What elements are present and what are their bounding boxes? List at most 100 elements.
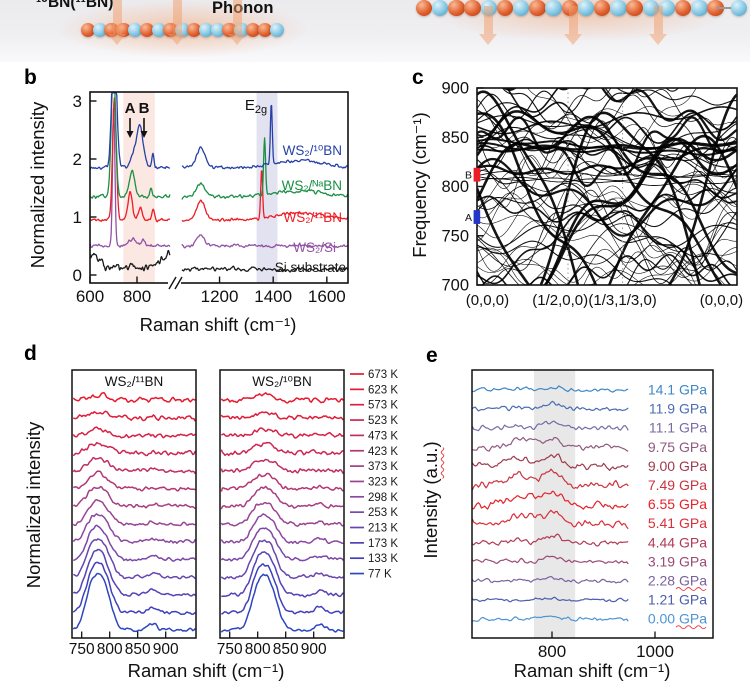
spectrum-573-k <box>221 427 344 439</box>
legend-item-298-k: 298 K <box>368 492 398 504</box>
orange-atom <box>707 0 724 17</box>
x-tick: 850 <box>273 641 299 658</box>
blue-atom <box>432 0 449 17</box>
spellcheck-squiggle <box>675 587 707 591</box>
legend-item-77-k: 77 K <box>368 569 392 581</box>
spectrum-173-k <box>72 548 196 597</box>
pressure-label-6-55-gpa: 6.55 GPa <box>648 496 707 512</box>
k-point-label: (0,0,0) <box>466 292 509 309</box>
spectrum-373-k <box>220 485 344 510</box>
y-tick: 1 <box>73 208 82 227</box>
curve-ws-si <box>90 107 171 248</box>
pressure-label-2-28-gpa: 2.28 GPa <box>648 573 707 589</box>
spectra-curves <box>90 92 348 273</box>
y-tick: 750 <box>441 227 469 245</box>
panel-e-plot: 14.1 GPa 11.9 GPa 11.1 GPa 9.75 GPa 9.00 GPa… <box>471 369 714 661</box>
spectrum-2-28-gpa <box>472 575 629 584</box>
mode-marker-b <box>473 167 481 182</box>
plot-frame <box>71 369 197 639</box>
orange-atom <box>496 0 514 17</box>
spectrum-213-k <box>220 539 344 580</box>
blue-atom <box>730 0 747 17</box>
spectrum-673-k <box>220 392 344 404</box>
phonon-bands <box>477 88 737 285</box>
spectrum-298-k <box>72 513 196 544</box>
y-tick: 900 <box>441 80 469 98</box>
legend-item-133-k: 133 K <box>368 553 398 565</box>
panel-e-xlabel: Raman shift (cm⁻¹) <box>513 660 671 681</box>
x-tick: 800 <box>245 641 271 658</box>
pressure-label-7-49-gpa: 7.49 GPa <box>648 477 707 493</box>
spectrum-14-1-gpa <box>472 385 629 393</box>
orange-atom <box>187 22 202 38</box>
spectrum-323-k <box>72 498 196 527</box>
k-point-label: (0,0,0) <box>700 292 743 309</box>
pressure-spectra <box>472 385 629 622</box>
phonon-label: Phonon <box>212 0 274 17</box>
blue-atom <box>691 0 708 17</box>
curve-ws-bn <box>181 137 348 200</box>
x-tick: 800 <box>538 642 566 661</box>
plot-frame <box>471 369 714 639</box>
mode-marker-label: B <box>465 170 472 182</box>
series-label-ws-bn: WS₂/ᴺᵃBN <box>282 178 342 193</box>
legend-item-373-k: 373 K <box>368 461 398 473</box>
spectrum-473-k <box>220 458 344 475</box>
legend-item-523-k: 523 K <box>368 415 398 427</box>
mode-marker-a <box>473 210 481 224</box>
legend-item-623-k: 623 K <box>368 384 398 396</box>
orange-atom <box>80 22 96 38</box>
blue-atom <box>513 0 530 17</box>
y-tick: 2 <box>73 150 82 169</box>
pressure-label-4-44-gpa: 4.44 GPa <box>648 534 707 550</box>
spectrum-473-k <box>72 456 196 475</box>
pressure-label-9-75-gpa: 9.75 GPa <box>648 439 707 455</box>
legend-item-423-k: 423 K <box>368 446 398 458</box>
orange-atom <box>415 0 433 17</box>
orange-atom <box>257 22 273 38</box>
spectrum-213-k <box>73 538 196 580</box>
x-tick: 750 <box>217 641 243 658</box>
k-point-label: (1/2,0,0) <box>532 292 588 309</box>
legend-item-473-k: 473 K <box>368 430 398 442</box>
pressure-label-11-1-gpa: 11.1 GPa <box>649 420 707 436</box>
pressure-label-5-41-gpa: 5.41 GPa <box>648 515 707 531</box>
spectrum-9-75-gpa <box>472 436 629 452</box>
spectrum-0-00-gpa <box>472 615 629 622</box>
panel-d-xlabel: Raman shift (cm⁻¹) <box>127 660 285 681</box>
pressure-label-14-1-gpa: 14.1 GPa <box>648 382 707 398</box>
blue-atom <box>610 0 627 17</box>
k-point-label: (1/3,1/3,0) <box>588 292 656 309</box>
x-tick: 1600 <box>308 287 346 306</box>
pressure-label-0-00-gpa: 0.00 GPa <box>648 611 707 627</box>
orange-atom <box>464 0 481 17</box>
blue-atom <box>92 22 107 38</box>
orange-atom <box>448 0 465 17</box>
peak-annotation-a: A <box>125 100 136 117</box>
spectrum-7-49-gpa <box>472 468 629 491</box>
phonon-arrow <box>563 6 583 45</box>
phonon-arrow <box>227 0 247 45</box>
spectrum-1-21-gpa <box>472 596 629 603</box>
spectrum-133-k <box>72 561 196 616</box>
y-tick: 0 <box>73 266 82 285</box>
plot-frame <box>219 369 345 639</box>
spectrum-11-1-gpa <box>472 420 629 432</box>
curve-ws-bn <box>181 170 348 222</box>
blue-atom <box>577 0 595 17</box>
panel-e-letter: e <box>426 344 438 367</box>
spectrum-523-k <box>220 441 344 457</box>
curve-ws-bn <box>90 92 171 199</box>
temperature-spectra <box>72 392 196 633</box>
spectrum-9-00-gpa <box>472 453 629 471</box>
series-label-ws-si: WS₂/Si <box>293 240 336 255</box>
blue-atom <box>545 0 562 17</box>
spectrum-523-k <box>72 441 196 457</box>
legend-item-213-k: 213 K <box>368 523 398 535</box>
spectrum-6-55-gpa <box>472 490 629 510</box>
spectrum-253-k <box>220 527 344 562</box>
pressure-label-9-00-gpa: 9.00 GPa <box>648 458 707 474</box>
spectrum-373-k <box>72 486 196 510</box>
